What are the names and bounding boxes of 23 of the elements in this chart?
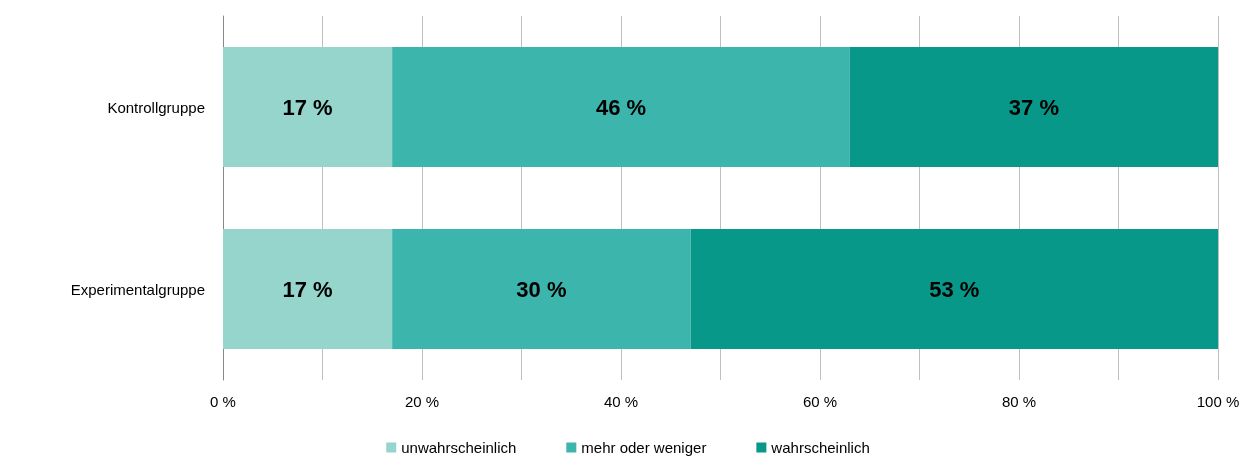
data-label: 46 % — [595, 94, 647, 120]
legend-label: mehr oder weniger — [581, 439, 707, 456]
data-label: 17 % — [282, 94, 333, 120]
x-tick-label: 0 % — [210, 393, 236, 410]
legend-label: unwahrscheinlich — [401, 439, 517, 456]
bar — [690, 228, 1218, 350]
bar — [392, 228, 691, 350]
y-tick-label: Kontrollgruppe — [107, 98, 205, 116]
bar — [392, 46, 850, 168]
data-label: 53 % — [929, 276, 980, 302]
x-tick-label: 100 % — [1196, 393, 1240, 410]
bar — [223, 228, 393, 350]
y-tick-label: Experimentalgruppe — [70, 280, 205, 298]
x-tick-label: 60 % — [802, 393, 838, 410]
bar — [849, 46, 1218, 168]
data-label: 30 % — [516, 276, 567, 302]
data-label: 17 % — [282, 276, 333, 302]
x-tick-label: 20 % — [404, 393, 440, 410]
bar — [223, 46, 393, 168]
x-tick-label: 40 % — [603, 393, 639, 410]
legend-label: wahrscheinlich — [770, 439, 870, 456]
data-label: 37 % — [1008, 94, 1059, 120]
x-tick-label: 80 % — [1001, 393, 1037, 410]
